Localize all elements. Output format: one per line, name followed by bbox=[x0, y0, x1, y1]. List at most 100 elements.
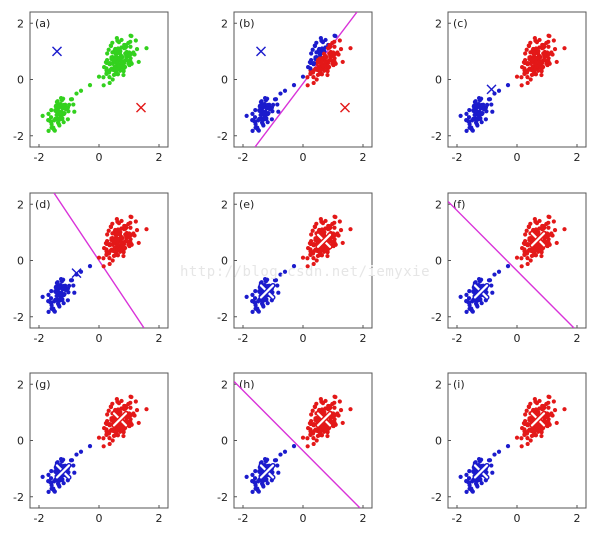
x-tick-label: 2 bbox=[574, 151, 581, 164]
data-point bbox=[72, 470, 77, 475]
data-point bbox=[527, 55, 532, 60]
data-point bbox=[325, 72, 330, 78]
data-point bbox=[532, 248, 538, 253]
data-point bbox=[528, 401, 533, 406]
data-point bbox=[315, 428, 321, 434]
data-point bbox=[562, 407, 567, 412]
data-point bbox=[544, 221, 549, 227]
data-point bbox=[327, 51, 332, 56]
data-point bbox=[63, 287, 68, 293]
data-point bbox=[464, 292, 469, 297]
data-point bbox=[547, 33, 552, 39]
data-point bbox=[110, 77, 115, 82]
data-point bbox=[340, 59, 345, 65]
data-point bbox=[318, 36, 323, 41]
data-point bbox=[54, 280, 60, 286]
data-point bbox=[58, 296, 64, 301]
x-tick-label: 2 bbox=[360, 332, 367, 345]
data-point bbox=[321, 232, 327, 237]
y-tick-label: -2 bbox=[431, 130, 442, 143]
data-point bbox=[466, 296, 472, 301]
data-point bbox=[123, 232, 128, 237]
data-point bbox=[129, 394, 134, 400]
data-point bbox=[533, 61, 538, 67]
data-point bbox=[326, 58, 332, 63]
data-point bbox=[252, 296, 258, 301]
data-point bbox=[309, 51, 314, 56]
data-point bbox=[325, 253, 330, 259]
data-point bbox=[105, 51, 110, 56]
data-point bbox=[58, 115, 64, 120]
data-point bbox=[117, 232, 123, 237]
data-point bbox=[317, 253, 322, 258]
centroid-marker bbox=[529, 410, 547, 428]
data-point bbox=[307, 421, 313, 426]
y-tick-label: 2 bbox=[221, 378, 228, 391]
data-point bbox=[533, 227, 539, 232]
data-point bbox=[108, 224, 114, 230]
data-point bbox=[532, 36, 537, 41]
data-point bbox=[74, 91, 79, 96]
data-point bbox=[318, 428, 324, 433]
data-point bbox=[53, 297, 58, 302]
data-point bbox=[250, 118, 255, 123]
data-point bbox=[67, 283, 72, 288]
data-point bbox=[552, 46, 558, 52]
data-point bbox=[105, 232, 110, 237]
panel-label: (h) bbox=[239, 378, 255, 391]
data-point bbox=[114, 67, 120, 72]
data-point bbox=[115, 46, 121, 51]
y-tick-label: 0 bbox=[17, 255, 24, 268]
y-tick-label: 0 bbox=[435, 255, 442, 268]
data-point bbox=[122, 407, 127, 412]
data-point bbox=[532, 217, 537, 222]
data-point bbox=[46, 299, 51, 304]
data-point bbox=[514, 435, 520, 440]
data-point bbox=[315, 238, 321, 244]
data-point bbox=[337, 38, 342, 43]
data-point bbox=[273, 458, 279, 463]
y-tick-label: 2 bbox=[435, 17, 442, 30]
data-point bbox=[490, 470, 495, 475]
data-point bbox=[46, 309, 51, 314]
data-point bbox=[253, 125, 258, 130]
data-point bbox=[78, 449, 84, 454]
data-point bbox=[525, 435, 530, 441]
data-point bbox=[61, 102, 66, 108]
data-point bbox=[489, 463, 494, 468]
data-point bbox=[505, 444, 511, 449]
data-point bbox=[253, 288, 258, 294]
data-point bbox=[319, 407, 325, 412]
panel-label: (i) bbox=[453, 378, 465, 391]
data-point bbox=[330, 40, 335, 46]
data-point bbox=[123, 51, 128, 56]
data-point bbox=[106, 47, 111, 52]
data-point bbox=[104, 71, 109, 76]
y-tick-label: 2 bbox=[435, 198, 442, 211]
data-point bbox=[312, 43, 318, 49]
data-point bbox=[527, 416, 532, 421]
data-point bbox=[250, 472, 255, 477]
data-point bbox=[101, 83, 106, 88]
data-point bbox=[115, 407, 121, 412]
data-point bbox=[539, 72, 544, 78]
data-point bbox=[131, 51, 136, 57]
data-point bbox=[475, 484, 480, 489]
data-point bbox=[338, 46, 344, 52]
data-point bbox=[314, 77, 319, 82]
data-point bbox=[106, 408, 111, 413]
data-point bbox=[107, 435, 112, 441]
data-point bbox=[547, 214, 552, 220]
data-point bbox=[338, 227, 344, 233]
data-point bbox=[326, 46, 331, 51]
data-point bbox=[128, 405, 133, 410]
data-point bbox=[55, 103, 60, 108]
data-point bbox=[291, 83, 297, 88]
data-point bbox=[524, 408, 529, 413]
data-point bbox=[66, 290, 71, 295]
data-point bbox=[552, 227, 558, 233]
data-point bbox=[111, 57, 117, 63]
data-point bbox=[65, 298, 70, 303]
chart-panel: -2 0 2 -2 0 2 (d) bbox=[13, 192, 169, 345]
data-point bbox=[464, 111, 469, 116]
